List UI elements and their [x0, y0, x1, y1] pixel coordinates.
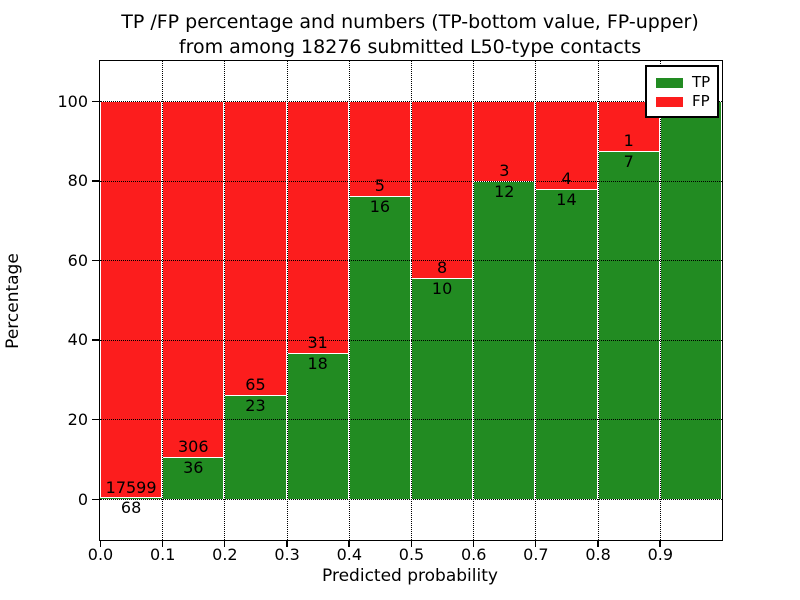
y-tick-mark — [92, 180, 99, 182]
fp-segment — [348, 101, 411, 196]
tp-segment — [659, 101, 722, 499]
tp-value-label: 68 — [120, 498, 142, 518]
tp-segment — [597, 150, 660, 499]
x-tick-mark — [286, 540, 288, 547]
x-tick-mark — [99, 540, 101, 547]
fp-value-label: 17599 — [105, 477, 157, 497]
y-tick-mark — [92, 418, 99, 421]
y-tick-mark — [92, 339, 99, 341]
x-tick-label: 0.2 — [212, 545, 238, 564]
x-gridline — [348, 61, 350, 540]
x-gridline — [473, 61, 475, 540]
fp-segment — [473, 101, 536, 181]
bar-column: 8 10 — [411, 101, 474, 499]
legend-row: TP — [656, 74, 717, 91]
tp-segment — [286, 352, 349, 499]
fp-value-label: 5 — [374, 175, 385, 195]
x-gridline — [162, 61, 164, 540]
fp-value-label: 65 — [245, 374, 266, 394]
plot-area: 175996830636652331185168103124141750 — [99, 60, 723, 541]
bar-column: 3 12 — [473, 101, 536, 499]
legend-label: FP — [692, 92, 710, 110]
fp-value-label: 1 — [623, 130, 634, 150]
x-tick-mark — [472, 540, 475, 547]
y-tick-label: 60 — [67, 250, 88, 270]
tp-value-label: 7 — [623, 151, 634, 171]
y-tick-label: 20 — [67, 409, 88, 429]
x-tick-label: 0.4 — [336, 545, 363, 564]
x-tick-label: 0.3 — [274, 545, 300, 564]
y-tick-label: 0 — [77, 489, 88, 509]
legend-label: TP — [692, 73, 711, 91]
x-tick-label: 0.0 — [87, 545, 114, 564]
fp-segment — [411, 101, 474, 278]
x-gridline — [224, 61, 226, 540]
bar-column: 306 36 — [162, 101, 225, 499]
legend-box: TP FP — [645, 65, 719, 118]
fp-value-label: 31 — [307, 332, 328, 352]
tp-value-label: 10 — [431, 278, 453, 298]
fp-legend-swatch — [656, 96, 683, 107]
y-tick-label: 80 — [67, 171, 88, 191]
y-tick-label: 100 — [57, 91, 88, 111]
x-gridline — [286, 61, 288, 540]
tp-legend-swatch — [656, 77, 683, 88]
chart-title-line2: from among 18276 submitted L50-type cont… — [178, 36, 642, 58]
bar-column: 50 — [659, 101, 722, 499]
legend-row: FP — [656, 93, 717, 110]
x-axis-label: Predicted probability — [322, 566, 498, 586]
fp-value-label: 306 — [178, 437, 209, 457]
tp-value-label: 12 — [494, 181, 515, 201]
x-gridline — [535, 61, 537, 540]
chart-title: TP /FP percentage and numbers (TP-bottom… — [0, 10, 800, 60]
tp-value-label: 23 — [245, 395, 266, 415]
x-tick-label: 0.7 — [523, 545, 549, 564]
tp-value-label: 18 — [307, 353, 328, 373]
tp-value-label: 16 — [369, 196, 391, 216]
fp-value-label: 8 — [437, 257, 448, 277]
bar-column: 31 18 — [286, 101, 349, 499]
tp-segment — [535, 189, 598, 499]
bar-column: 5 16 — [348, 101, 411, 499]
tp-segment — [224, 394, 287, 499]
chart-title-line1: TP /FP percentage and numbers (TP-bottom… — [121, 11, 699, 33]
fp-segment — [162, 101, 225, 458]
x-tick-mark — [348, 540, 350, 547]
x-gridline — [411, 61, 412, 540]
fp-segment — [286, 101, 349, 353]
bar-column: 4 14 — [535, 101, 598, 499]
x-tick-label: 0.8 — [585, 545, 611, 564]
x-tick-label: 0.5 — [398, 545, 425, 564]
tp-segment — [411, 277, 474, 499]
tp-segment — [348, 195, 411, 499]
x-gridline — [659, 61, 661, 540]
tp-segment — [100, 497, 163, 499]
y-tick-mark — [92, 498, 99, 500]
fp-segment — [224, 101, 287, 395]
bar-column: 65 23 — [224, 101, 287, 499]
fp-segment — [100, 101, 163, 498]
x-tick-mark — [597, 540, 599, 547]
tp-value-label: 36 — [183, 458, 204, 478]
x-tick-mark — [223, 540, 226, 547]
fp-value-label: 3 — [499, 160, 510, 180]
x-tick-label: 0.1 — [149, 545, 176, 564]
y-tick-label: 40 — [67, 330, 88, 350]
x-gridline — [597, 61, 599, 540]
fp-value-label: 4 — [561, 169, 572, 189]
x-tick-mark — [410, 540, 412, 547]
x-tick-mark — [161, 540, 164, 547]
x-tick-mark — [659, 540, 661, 547]
y-tick-mark — [92, 100, 99, 102]
bar-column: 17599 68 — [100, 101, 163, 516]
x-tick-label: 0.9 — [647, 545, 674, 564]
y-axis-label: Percentage — [3, 253, 23, 349]
y-tick-mark — [92, 259, 99, 262]
tp-value-label: 14 — [556, 190, 577, 210]
x-tick-label: 0.6 — [460, 545, 487, 564]
x-tick-mark — [534, 540, 537, 547]
